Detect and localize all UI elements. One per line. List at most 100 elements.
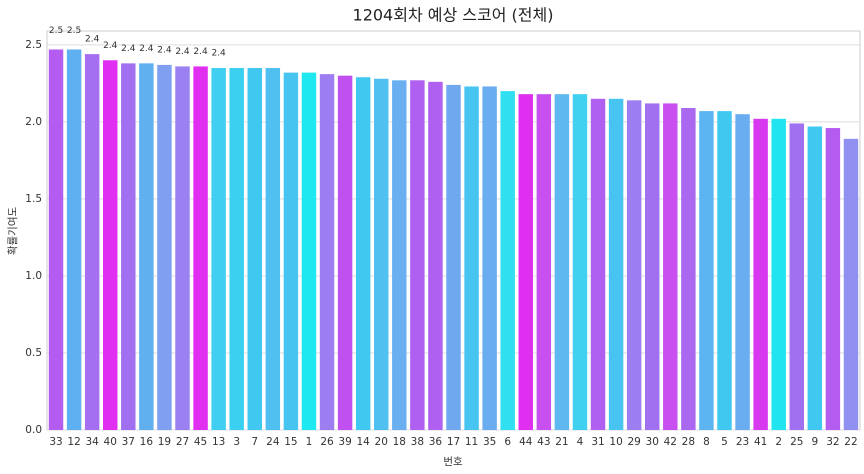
- bar: [825, 128, 841, 430]
- x-tick-label: 31: [591, 436, 604, 448]
- y-axis-label: 확률기여도: [6, 207, 19, 256]
- bar: [464, 86, 479, 430]
- x-tick-label: 44: [519, 436, 533, 448]
- x-tick-label: 21: [555, 436, 568, 448]
- bar: [500, 91, 515, 430]
- bar: [48, 49, 64, 431]
- x-tick-label: 16: [140, 436, 154, 448]
- x-tick-label: 12: [67, 436, 80, 448]
- bar: [337, 75, 353, 431]
- value-label: 2.4: [211, 48, 226, 58]
- bar: [392, 80, 407, 430]
- chart-title: 1204회차 예상 스코어 (전체): [353, 6, 554, 25]
- bar: [374, 78, 389, 430]
- x-tick-label: 24: [266, 436, 280, 448]
- bar: [121, 63, 136, 431]
- x-tick-label: 7: [251, 436, 258, 448]
- x-tick-label: 29: [627, 436, 640, 448]
- value-label: 2.4: [193, 47, 208, 57]
- bar: [66, 49, 82, 431]
- x-tick-label: 38: [411, 436, 424, 448]
- x-tick-label: 18: [393, 436, 406, 448]
- bar: [608, 98, 624, 430]
- bar: [717, 111, 732, 431]
- x-tick-label: 43: [537, 436, 550, 448]
- x-tick-label: 10: [609, 436, 622, 448]
- x-tick-label: 27: [176, 436, 189, 448]
- x-tick-label: 28: [682, 436, 695, 448]
- bar: [753, 118, 768, 430]
- x-tick-label: 14: [356, 436, 370, 448]
- x-tick-label: 37: [122, 436, 135, 448]
- y-tick-label: 0.5: [25, 347, 42, 359]
- x-tick-label: 25: [790, 436, 803, 448]
- x-tick-label: 39: [338, 436, 351, 448]
- bar: [446, 84, 461, 431]
- value-label: 2.4: [121, 44, 136, 54]
- x-tick-label: 11: [465, 436, 478, 448]
- bar: [699, 111, 714, 431]
- x-tick-label: 1: [306, 436, 313, 448]
- x-tick-label: 34: [85, 436, 99, 448]
- x-tick-label: 32: [826, 436, 839, 448]
- value-label: 2.4: [157, 45, 172, 55]
- y-tick-label: 1.5: [25, 193, 42, 205]
- x-tick-label: 6: [504, 436, 511, 448]
- x-tick-label: 9: [811, 436, 818, 448]
- y-tick-label: 0.0: [25, 424, 42, 436]
- x-tick-label: 19: [158, 436, 171, 448]
- x-tick-label: 22: [844, 436, 857, 448]
- bar: [139, 63, 154, 431]
- x-tick-label: 36: [429, 436, 443, 448]
- bar: [572, 94, 588, 430]
- bar: [247, 67, 262, 431]
- bar: [193, 66, 208, 430]
- x-tick-label: 40: [104, 436, 117, 448]
- x-tick-label: 17: [447, 436, 460, 448]
- y-tick-label: 2.5: [25, 39, 42, 51]
- bar: [771, 118, 786, 430]
- bar: [681, 108, 696, 430]
- value-label: 2.4: [103, 41, 118, 51]
- bar: [518, 94, 533, 430]
- x-tick-label: 5: [721, 436, 728, 448]
- bar: [663, 103, 678, 431]
- bar: [229, 67, 244, 431]
- bar: [536, 94, 552, 430]
- bar: [807, 126, 823, 430]
- x-tick-label: 2: [775, 436, 782, 448]
- bar: [301, 72, 317, 430]
- x-tick-label: 33: [49, 436, 62, 448]
- bar: [843, 138, 859, 431]
- x-tick-label: 13: [212, 436, 225, 448]
- bar: [103, 60, 118, 431]
- x-tick-label: 35: [483, 436, 496, 448]
- value-label: 2.4: [85, 35, 100, 45]
- value-label: 2.5: [67, 26, 81, 36]
- x-tick-label: 41: [754, 436, 767, 448]
- y-tick-label: 1.0: [25, 270, 42, 282]
- bar: [84, 54, 100, 431]
- bar: [735, 114, 750, 431]
- bar: [410, 80, 425, 430]
- bar: [428, 81, 443, 431]
- x-tick-label: 8: [703, 436, 710, 448]
- bar: [157, 64, 172, 430]
- bar: [482, 86, 497, 430]
- bar: [319, 74, 335, 430]
- x-tick-label: 42: [664, 436, 677, 448]
- bar: [175, 66, 190, 430]
- value-label: 2.4: [139, 44, 154, 54]
- x-tick-label: 30: [646, 436, 659, 448]
- x-axis-label: 번호: [443, 456, 463, 468]
- x-tick-label: 23: [736, 436, 749, 448]
- bar: [283, 72, 299, 430]
- x-tick-label: 3: [233, 436, 240, 448]
- x-tick-label: 15: [284, 436, 297, 448]
- x-tick-label: 26: [320, 436, 334, 448]
- bar: [355, 77, 371, 430]
- bar: [789, 123, 804, 430]
- bar: [626, 100, 642, 430]
- bar: [265, 67, 281, 431]
- bar: [211, 67, 226, 431]
